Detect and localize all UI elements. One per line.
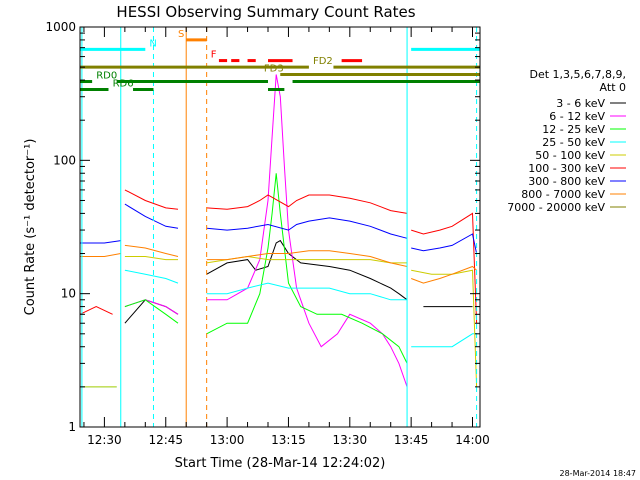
series-line-100-300-kev <box>79 306 113 315</box>
series-line-100-300-kev-segment <box>124 189 179 210</box>
y-axis-label: Count Rate (s⁻¹ detector⁻¹) <box>23 139 38 316</box>
x-tick-label: 14:00 <box>455 433 490 447</box>
vertical-markers <box>81 27 478 427</box>
legend-entry-25-50-kev: 25 - 50 keV <box>542 136 626 149</box>
flag-bar-f: F <box>211 50 363 63</box>
legend-label: 7000 - 20000 keV <box>507 201 605 214</box>
series-line-12-25-kev-segment <box>206 173 408 364</box>
x-tick-label: 13:45 <box>394 433 429 447</box>
flag-bar-s: S <box>178 29 207 42</box>
y-tick-label: 1000 <box>45 20 76 34</box>
generation-timestamp: 28-Mar-2014 18:47 <box>560 469 637 478</box>
legend-entry-50-100-kev: 50 - 100 keV <box>535 149 626 162</box>
flag-label-fd2: FD2 <box>313 56 333 67</box>
x-tick-label: 12:30 <box>87 433 122 447</box>
legend-label: 12 - 25 keV <box>542 123 605 136</box>
x-tick-label: 13:15 <box>271 433 306 447</box>
series-line-800-7000-kev <box>80 253 121 257</box>
x-axis-label: Start Time (28-Mar-14 12:24:02) <box>175 456 386 471</box>
flag-label-rd6: RD6 <box>113 78 134 89</box>
series-line-100-300-kev-segment <box>206 194 408 214</box>
legend-entry-300-800-kev: 300 - 800 keV <box>528 175 626 188</box>
chart-title: HESSI Observing Summary Count Rates <box>116 3 415 21</box>
y-axis: 1 10 100 1000 Count Rate (s⁻¹ detector⁻¹… <box>23 20 480 434</box>
x-axis: 12:30 12:45 13:00 13:15 13:30 13:45 14:0… <box>83 27 490 471</box>
flag-label-fd3: FD3 <box>264 64 284 75</box>
legend-entry-800-7000-kev: 800 - 7000 keV <box>521 188 626 201</box>
flag-label-rd0: RD0 <box>96 71 117 82</box>
legend: Det 1,3,5,6,7,8,9, Att 0 3 - 6 keV 6 - 1… <box>507 68 626 214</box>
flag-bars: N S F FD2 FD3 RD0 RD6 <box>80 29 480 91</box>
legend-label: 50 - 100 keV <box>535 149 605 162</box>
legend-label: 25 - 50 keV <box>542 136 605 149</box>
flag-bar-rd6: RD6 <box>80 78 285 91</box>
series-line-6-12-kev-segment <box>206 74 408 388</box>
series-line-6-12-kev <box>124 299 179 315</box>
series-line-25-50-kev-segment <box>411 333 477 348</box>
x-ticks <box>83 27 474 427</box>
legend-entry-6-12-kev: 6 - 12 keV <box>549 110 626 123</box>
flag-bar-fd2: FD2 <box>80 56 480 69</box>
legend-entry-3-6-kev: 3 - 6 keV <box>556 97 626 110</box>
series-line-50-100-kev-segment <box>206 255 408 264</box>
series-line-800-7000-kev-segment <box>411 265 477 284</box>
x-tick-label: 13:00 <box>210 433 245 447</box>
flag-bar-n: N <box>80 38 480 51</box>
series-line-25-50-kev-segment <box>124 269 179 284</box>
legend-label: 100 - 300 keV <box>528 162 605 175</box>
flag-label-n: N <box>149 38 156 49</box>
x-tick-label: 12:45 <box>148 433 183 447</box>
legend-label: 300 - 800 keV <box>528 175 605 188</box>
series-line-50-100-kev-segment <box>411 269 478 387</box>
legend-title-line1: Det 1,3,5,6,7,8,9, <box>529 68 626 81</box>
flag-label-f: F <box>211 50 217 61</box>
series-line-300-800-kev <box>80 240 121 244</box>
flag-bar-fd3: FD3 <box>264 64 480 77</box>
legend-label: 3 - 6 keV <box>556 97 605 110</box>
series-line-12-25-kev <box>124 299 179 324</box>
legend-title-line2: Att 0 <box>600 81 626 94</box>
y-tick-label: 1 <box>68 420 76 434</box>
series-line-100-300-kev-segment <box>411 212 478 324</box>
legend-entry-7000-20000-kev: 7000 - 20000 keV <box>507 201 626 214</box>
y-tick-label: 10 <box>61 287 76 301</box>
legend-entry-100-300-kev: 100 - 300 keV <box>528 162 626 175</box>
flag-label-s: S <box>178 29 184 40</box>
series-line-3-6-kev <box>124 299 179 324</box>
y-tick-label: 100 <box>53 153 76 167</box>
series-line-300-800-kev-segment <box>411 233 478 254</box>
x-tick-label: 13:30 <box>333 433 368 447</box>
series-line-300-800-kev-segment <box>124 203 179 229</box>
plot-frame <box>79 26 481 428</box>
y-ticks <box>80 32 480 428</box>
series-line-300-800-kev-segment <box>206 217 408 239</box>
legend-label: 800 - 7000 keV <box>521 188 605 201</box>
series-line-800-7000-kev-segment <box>124 244 179 257</box>
series-line-50-100-kev-segment <box>124 256 178 261</box>
series-line-25-50-kev-segment <box>206 282 408 301</box>
legend-entry-12-25-kev: 12 - 25 keV <box>542 123 626 136</box>
data-series-group <box>79 74 478 388</box>
legend-label: 6 - 12 keV <box>549 110 605 123</box>
flag-bar-rd0: RD0 <box>80 71 480 84</box>
series-line-800-7000-kev-segment <box>206 250 408 267</box>
